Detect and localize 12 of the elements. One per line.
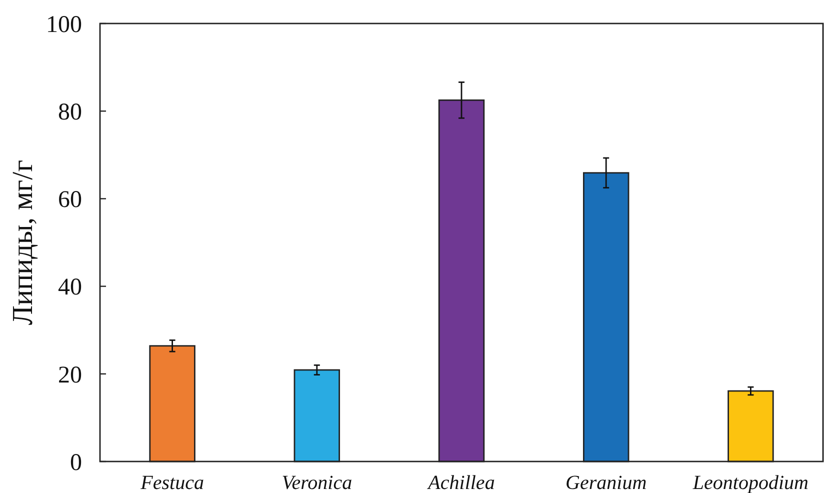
x-tick-label: Leontopodium — [692, 472, 808, 493]
x-tick-label: Geranium — [566, 472, 647, 493]
y-tick-label: 80 — [58, 100, 82, 126]
x-tick-label: Veronica — [282, 472, 352, 493]
y-tick-label: 20 — [58, 362, 82, 388]
x-tick-label: Achillea — [426, 472, 495, 493]
x-tick-label: Festuca — [140, 472, 204, 493]
y-tick-label: 40 — [58, 274, 82, 301]
y-tick-label: 100 — [46, 12, 82, 38]
y-tick-label: 60 — [58, 187, 82, 214]
y-axis-title: Липиды, мг/г — [7, 160, 39, 326]
y-tick-label: 0 — [70, 450, 82, 476]
